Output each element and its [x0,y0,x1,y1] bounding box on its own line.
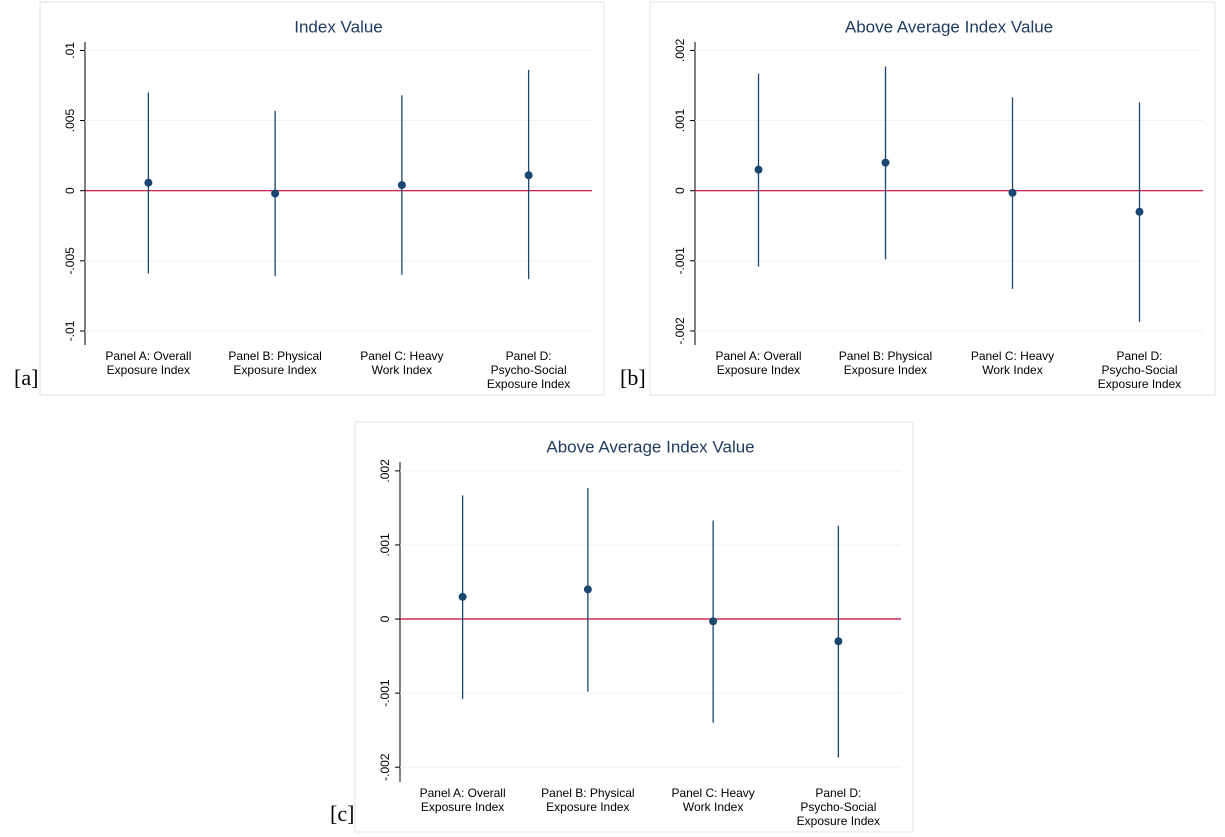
x-tick-label: Panel B: Physical [228,349,321,363]
y-tick-label: 0 [63,187,77,194]
x-tick-label: Exposure Index [233,363,316,377]
y-tick-label: 0 [378,615,392,622]
panel-frame [354,421,914,833]
x-tick-label: Exposure Index [797,814,880,828]
point-estimate [1135,207,1144,216]
y-tick-label: -.01 [63,320,77,341]
x-tick-label: Panel C: Heavy [671,786,754,800]
point-estimate [583,585,592,594]
x-tick-label: Panel B: Physical [839,349,932,363]
x-tick-label: Panel A: Overall [105,349,191,363]
point-estimate [458,592,467,601]
y-tick-label: -.001 [378,679,392,707]
y-tick-label: -.002 [673,317,687,345]
x-tick-label: Panel B: Physical [541,786,634,800]
x-tick-label: Exposure Index [546,800,629,814]
y-tick-label: .001 [378,533,392,557]
x-tick-label: Panel C: Heavy [971,349,1054,363]
y-tick-label: 0 [673,187,687,194]
x-tick-label: Psycho-Social [1101,363,1177,377]
point-estimate [834,637,843,646]
chart-title: Above Average Index Value [845,17,1053,36]
point-estimate [271,189,280,198]
chart-title: Index Value [294,17,383,36]
y-tick-label: .005 [63,109,77,133]
x-tick-label: Exposure Index [421,800,504,814]
x-tick-label: Exposure Index [1098,377,1181,391]
x-tick-label: Panel D: [506,349,552,363]
y-tick-label: .002 [673,38,687,62]
x-tick-label: Work Index [372,363,432,377]
x-tick-label: Panel C: Heavy [360,349,443,363]
point-estimate [144,178,153,187]
y-tick-label: .001 [673,109,687,133]
chart-title: Above Average Index Value [546,437,754,456]
x-tick-label: Work Index [982,363,1042,377]
point-estimate [524,171,533,180]
x-tick-label: Panel D: [815,786,861,800]
x-tick-label: Exposure Index [487,377,570,391]
x-tick-label: Psycho-Social [491,363,567,377]
y-tick-label: -.002 [378,753,392,781]
point-estimate [397,181,406,190]
panel-label: [b] [620,365,646,390]
x-tick-label: Psycho-Social [800,800,876,814]
panel-label: [c] [330,801,354,826]
x-tick-label: Exposure Index [107,363,190,377]
x-tick-label: Work Index [683,800,743,814]
x-tick-label: Panel A: Overall [420,786,506,800]
x-tick-label: Exposure Index [844,363,927,377]
y-tick-label: -.005 [63,247,77,275]
y-tick-label: .01 [63,42,77,59]
point-estimate [881,158,890,167]
point-estimate [754,165,763,174]
y-tick-label: .002 [378,459,392,483]
x-tick-label: Panel A: Overall [715,349,801,363]
y-tick-label: -.001 [673,247,687,275]
point-estimate [1008,188,1017,197]
panel-frame [649,1,1216,396]
panel-frame [39,1,605,396]
panel-label: [a] [14,365,38,390]
x-tick-label: Exposure Index [717,363,800,377]
point-estimate [709,617,718,626]
x-tick-label: Panel D: [1116,349,1162,363]
